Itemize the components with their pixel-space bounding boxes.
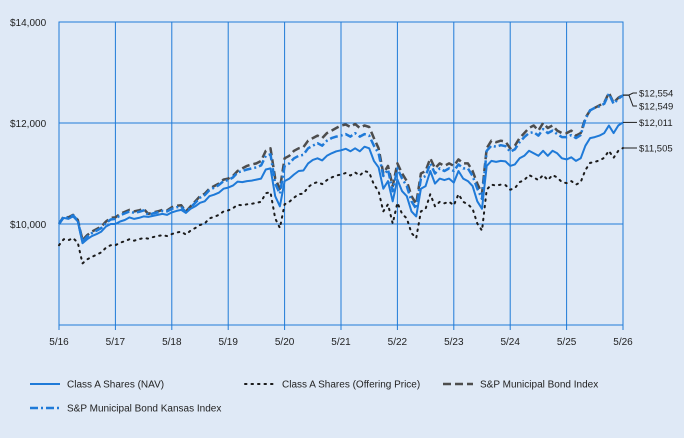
end-value-label: $11,505 [639, 143, 673, 154]
x-tick-label: 5/22 [388, 337, 408, 348]
legend-label: S&P Municipal Bond Index [480, 380, 598, 391]
x-tick-label: 5/26 [613, 337, 633, 348]
end-value-labels: $12,554 $12,549 $12,011 $11,505 [623, 89, 673, 154]
x-tick-label: 5/16 [49, 337, 69, 348]
grid [58, 21, 624, 326]
x-tick-label: 5/20 [275, 337, 295, 348]
end-value-label: $12,011 [639, 118, 673, 129]
series-line-dotted [58, 147, 624, 265]
legend-label: Class A Shares (Offering Price) [282, 380, 420, 391]
x-tick-label: 5/17 [106, 337, 126, 348]
end-value-label: $12,549 [639, 102, 673, 113]
x-tick-label: 5/25 [557, 337, 577, 348]
series-line-dashdot [57, 92, 624, 243]
axes: 5/16 5/17 5/18 5/19 5/20 5/21 5/22 5/23 5/24 5/25… [10, 18, 633, 348]
x-tick-label: 5/19 [218, 337, 238, 348]
y-tick-label: $10,000 [10, 220, 47, 231]
end-label-leader [623, 94, 637, 107]
x-tick-label: 5/23 [444, 337, 464, 348]
series-line-solid [58, 121, 624, 245]
x-tick-label: 5/18 [162, 337, 182, 348]
legend-label: Class A Shares (NAV) [67, 380, 164, 391]
end-value-label: $12,554 [639, 89, 673, 100]
x-tick-label: 5/21 [331, 337, 351, 348]
series-lines [57, 91, 624, 265]
x-tick-label: 5/24 [500, 337, 520, 348]
y-tick-label: $14,000 [10, 18, 47, 29]
legend-label: S&P Municipal Bond Kansas Index [67, 404, 221, 415]
y-tick-label: $12,000 [10, 119, 47, 130]
end-label-leader [623, 92, 637, 96]
legend: Class A Shares (NAV) Class A Shares (Offe… [30, 380, 598, 415]
